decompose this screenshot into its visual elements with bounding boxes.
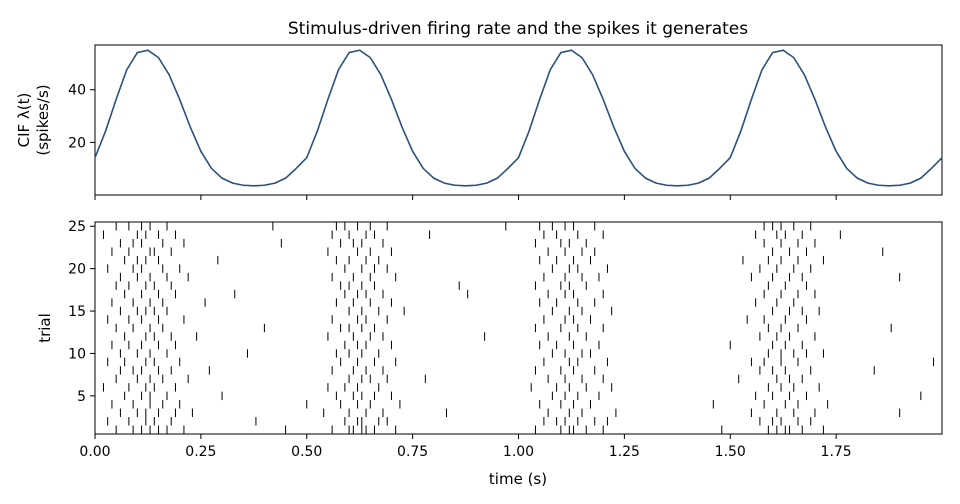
rate-y-label-line1: CIF λ(t) — [15, 93, 33, 148]
spike-raster — [94, 222, 935, 434]
raster-x-tick-label: 1.25 — [609, 444, 640, 460]
raster-y-label: trial — [36, 313, 54, 343]
raster-panel-frame — [94, 221, 943, 435]
rate-y-tick-label: 40 — [68, 83, 86, 99]
raster-x-tick-label: 0.75 — [397, 444, 428, 460]
raster-y-ticks: 5 10 15 20 25 — [68, 219, 95, 405]
raster-y-tick-label: 20 — [68, 262, 86, 278]
raster-x-label: time (s) — [489, 470, 547, 488]
chart-title: Stimulus-driven firing rate and the spik… — [288, 19, 748, 39]
raster-y-tick-label: 10 — [68, 346, 86, 362]
rate-y-tick-label: 20 — [68, 135, 86, 151]
rate-y-label-line2: (spikes/s) — [34, 84, 52, 155]
raster-panel: 5 10 15 20 25 0.00 0.25 0.50 0.75 1.00 1.25 1.50 1.… — [36, 219, 943, 488]
raster-x-tick-label: 0.25 — [185, 444, 216, 460]
raster-y-tick-label: 15 — [68, 304, 86, 320]
rate-panel-frame — [94, 44, 943, 196]
raster-y-tick-label: 5 — [77, 389, 86, 405]
raster-x-tick-label: 0.50 — [291, 444, 322, 460]
rate-x-ticks — [94, 195, 837, 200]
raster-x-tick-label: 1.75 — [821, 444, 852, 460]
raster-y-tick-label: 25 — [68, 219, 86, 235]
raster-x-tick-label: 0.00 — [79, 444, 110, 460]
firing-rate-line — [94, 49, 943, 187]
raster-x-tick-label: 1.50 — [715, 444, 746, 460]
raster-x-tick-label: 1.00 — [503, 444, 534, 460]
raster-x-ticks: 0.00 0.25 0.50 0.75 1.00 1.25 1.50 1.75 — [79, 434, 852, 460]
